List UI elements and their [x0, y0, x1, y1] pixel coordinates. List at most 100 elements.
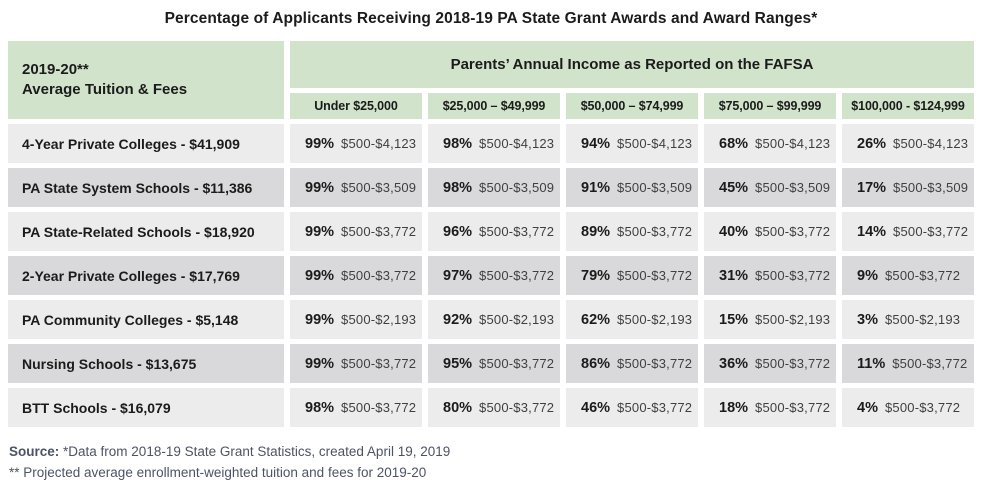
percent-value: 99% — [305, 311, 335, 328]
percent-value: 68% — [719, 135, 749, 152]
data-cell: 99% $500-$3,509 — [290, 168, 422, 207]
data-cell: 68% $500-$4,123 — [704, 124, 836, 163]
award-range: $500-$3,772 — [755, 224, 831, 239]
award-range: $500-$3,772 — [617, 356, 693, 371]
percent-value: 40% — [719, 223, 749, 240]
row-label: 4-Year Private Colleges - $41,909 — [8, 124, 284, 163]
data-cell: 95% $500-$3,772 — [428, 344, 560, 383]
data-cell: 99% $500-$2,193 — [290, 300, 422, 339]
percent-value: 15% — [719, 311, 749, 328]
percent-value: 31% — [719, 267, 749, 284]
income-group-header: Parents’ Annual Income as Reported on th… — [290, 41, 974, 88]
award-range: $500-$3,772 — [479, 356, 555, 371]
percent-value: 91% — [581, 179, 611, 196]
data-cell: 94% $500-$4,123 — [566, 124, 698, 163]
percent-value: 18% — [719, 399, 749, 416]
income-column-header-1: Under $25,000 — [290, 93, 422, 119]
percent-value: 99% — [305, 179, 335, 196]
row-label: PA State System Schools - $11,386 — [8, 168, 284, 207]
award-range: $500-$4,123 — [479, 136, 555, 151]
award-range: $500-$2,193 — [341, 312, 417, 327]
income-column-header-4: $75,000 – $99,999 — [704, 93, 836, 119]
page-title: Percentage of Applicants Receiving 2018-… — [164, 10, 818, 27]
percent-value: 98% — [443, 179, 473, 196]
award-range: $500-$3,772 — [755, 268, 831, 283]
percent-value: 98% — [305, 399, 335, 416]
data-cell: 18% $500-$3,772 — [704, 388, 836, 427]
row-label: Nursing Schools - $13,675 — [8, 344, 284, 383]
percent-value: 17% — [857, 179, 887, 196]
percent-value: 99% — [305, 267, 335, 284]
corner-header-tuition-fees: 2019-20** Average Tuition & Fees — [8, 41, 284, 119]
data-cell: 36% $500-$3,772 — [704, 344, 836, 383]
data-cell: 4% $500-$3,772 — [842, 388, 974, 427]
percent-value: 96% — [443, 223, 473, 240]
percent-value: 9% — [857, 267, 878, 284]
data-cell: 79% $500-$3,772 — [566, 256, 698, 295]
data-cell: 99% $500-$3,772 — [290, 212, 422, 251]
percent-value: 89% — [581, 223, 611, 240]
percent-value: 14% — [857, 223, 887, 240]
percent-value: 62% — [581, 311, 611, 328]
data-cell: 89% $500-$3,772 — [566, 212, 698, 251]
award-range: $500-$3,772 — [341, 224, 417, 239]
data-cell: 26% $500-$4,123 — [842, 124, 974, 163]
data-cell: 17% $500-$3,509 — [842, 168, 974, 207]
data-cell: 99% $500-$3,772 — [290, 344, 422, 383]
award-range: $500-$3,772 — [884, 400, 961, 415]
income-column-header-3: $50,000 – $74,999 — [566, 93, 698, 119]
award-range: $500-$3,772 — [892, 356, 968, 371]
data-cell: 97% $500-$3,772 — [428, 256, 560, 295]
data-cell: 92% $500-$2,193 — [428, 300, 560, 339]
percent-value: 86% — [581, 355, 611, 372]
award-range: $500-$3,509 — [893, 180, 969, 195]
percent-value: 36% — [719, 355, 749, 372]
percent-value: 26% — [857, 135, 887, 152]
award-range: $500-$4,123 — [893, 136, 969, 151]
award-range: $500-$3,772 — [479, 400, 555, 415]
data-cell: 98% $500-$3,772 — [290, 388, 422, 427]
award-range: $500-$3,772 — [884, 268, 961, 283]
percent-value: 94% — [581, 135, 611, 152]
percent-value: 95% — [443, 355, 473, 372]
data-cell: 86% $500-$3,772 — [566, 344, 698, 383]
income-column-header-2: $25,000 – $49,999 — [428, 93, 560, 119]
award-range: $500-$3,772 — [893, 224, 969, 239]
income-column-header-5: $100,000 - $124,999 — [842, 93, 974, 119]
award-range: $500-$3,509 — [479, 180, 555, 195]
data-cell: 98% $500-$4,123 — [428, 124, 560, 163]
data-cell: 14% $500-$3,772 — [842, 212, 974, 251]
award-range: $500-$3,509 — [755, 180, 831, 195]
award-range: $500-$3,772 — [617, 224, 693, 239]
percent-value: 4% — [857, 399, 878, 416]
award-range: $500-$2,193 — [884, 312, 961, 327]
percent-value: 98% — [443, 135, 473, 152]
percent-value: 97% — [443, 267, 473, 284]
source-text: *Data from 2018-19 State Grant Statistic… — [63, 444, 451, 459]
percent-value: 46% — [581, 399, 611, 416]
data-cell: 15% $500-$2,193 — [704, 300, 836, 339]
data-cell: 40% $500-$3,772 — [704, 212, 836, 251]
award-range: $500-$4,123 — [617, 136, 693, 151]
award-range: $500-$3,772 — [617, 400, 693, 415]
corner-header-line1: 2019-20** — [22, 60, 89, 78]
award-range: $500-$3,772 — [755, 400, 831, 415]
award-range: $500-$3,772 — [479, 224, 555, 239]
award-range: $500-$3,772 — [755, 356, 831, 371]
grant-award-table: 2019-20** Average Tuition & Fees Parents… — [8, 41, 974, 427]
percent-value: 99% — [305, 355, 335, 372]
percent-value: 45% — [719, 179, 749, 196]
data-cell: 99% $500-$4,123 — [290, 124, 422, 163]
projection-note: ** Projected average enrollment-weighted… — [9, 464, 427, 480]
percent-value: 79% — [581, 267, 611, 284]
percent-value: 99% — [305, 223, 335, 240]
award-range: $500-$4,123 — [755, 136, 831, 151]
award-range: $500-$3,772 — [479, 268, 555, 283]
row-label: 2-Year Private Colleges - $17,769 — [8, 256, 284, 295]
data-cell: 46% $500-$3,772 — [566, 388, 698, 427]
percent-value: 3% — [857, 311, 878, 328]
award-range: $500-$3,509 — [341, 180, 417, 195]
data-cell: 62% $500-$2,193 — [566, 300, 698, 339]
data-cell: 98% $500-$3,509 — [428, 168, 560, 207]
